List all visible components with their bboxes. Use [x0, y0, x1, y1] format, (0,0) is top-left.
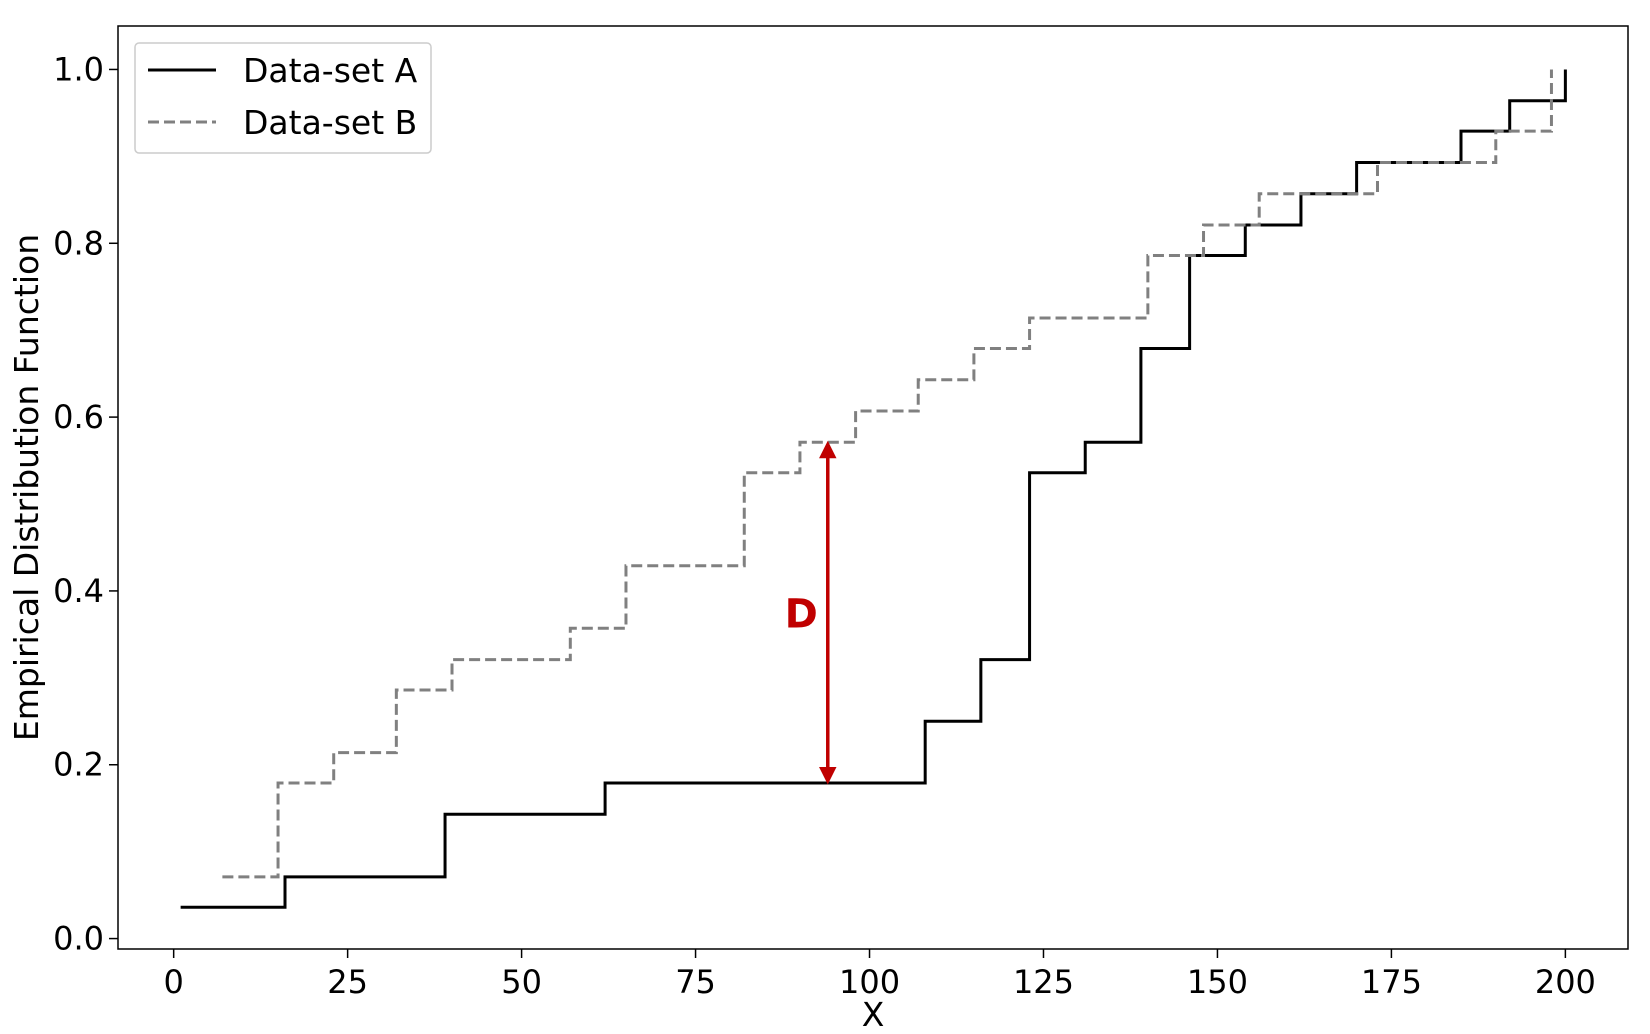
y-tick-label: 1.0 — [53, 50, 104, 88]
y-tick-label: 0.6 — [53, 398, 104, 436]
x-tick-label: 25 — [327, 963, 368, 1001]
y-tick-label: 0.4 — [53, 572, 104, 610]
x-tick-label: 150 — [1187, 963, 1248, 1001]
y-axis-ticks: 0.0 0.2 0.4 0.6 0.8 1.0 — [53, 50, 118, 958]
x-tick-label: 200 — [1535, 963, 1596, 1001]
y-tick-label: 0.0 — [53, 920, 104, 958]
legend-entry-label: Data-set A — [243, 51, 418, 90]
legend-entry-label: Data-set B — [243, 103, 417, 142]
series-line-b — [222, 69, 1553, 879]
y-tick-label: 0.2 — [53, 746, 104, 784]
y-tick-label: 0.8 — [53, 224, 104, 262]
x-tick-label: 50 — [501, 963, 542, 1001]
legend: Data-set A Data-set B — [134, 42, 432, 154]
x-tick-label: 75 — [675, 963, 716, 1001]
annotation-layer: D — [785, 440, 837, 785]
plot-frame — [117, 25, 1629, 950]
x-axis-label: X — [862, 995, 885, 1034]
x-tick-label: 100 — [839, 963, 900, 1001]
x-tick-label: 125 — [1013, 963, 1074, 1001]
difference-label: D — [785, 592, 818, 638]
x-axis-ticks: 0 25 50 75 100 125 150 175 200 — [163, 949, 1596, 1001]
series-layer — [180, 69, 1567, 909]
y-axis-label: Empirical Distribution Function — [7, 234, 46, 741]
x-tick-label: 175 — [1361, 963, 1422, 1001]
x-tick-label: 0 — [163, 963, 183, 1001]
